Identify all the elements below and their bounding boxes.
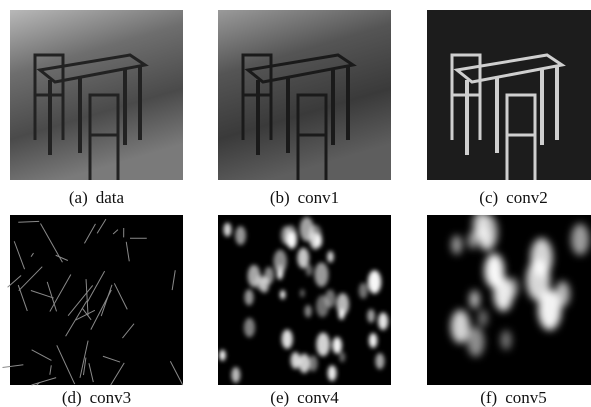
activation [244, 289, 253, 305]
activation [467, 327, 484, 357]
activation [274, 250, 287, 273]
figure-panel: (e) conv4 [218, 215, 391, 407]
panel-caption: (a) data [69, 188, 125, 207]
activation [231, 367, 240, 383]
activation [368, 270, 381, 293]
caption-label: (a) [69, 188, 88, 207]
panel-caption: (e) conv4 [270, 388, 339, 407]
activation [555, 281, 570, 307]
image-background [10, 215, 183, 385]
activation [531, 238, 553, 277]
caption-label: (e) [270, 388, 289, 407]
activation [369, 333, 377, 348]
activation [328, 365, 337, 381]
activation [571, 224, 589, 256]
activation [336, 293, 349, 315]
activation [281, 226, 292, 245]
activation [367, 309, 375, 323]
caption-name: data [96, 188, 125, 207]
activation [314, 262, 328, 287]
panel-caption: (f) conv5 [480, 388, 547, 407]
activation [282, 329, 293, 348]
activation [277, 270, 282, 279]
activation [255, 275, 264, 290]
activation [332, 337, 342, 354]
activation [310, 232, 320, 250]
activation [378, 313, 388, 331]
figure-panel: (a) data [10, 10, 183, 207]
activation [291, 352, 301, 369]
caption-name: conv2 [506, 188, 548, 207]
activation [478, 310, 488, 327]
activation [375, 353, 384, 369]
activation [219, 350, 225, 361]
activation [280, 290, 285, 299]
activation [507, 278, 518, 298]
caption-label: (b) [270, 188, 290, 207]
caption-name: conv3 [90, 388, 132, 407]
activation [477, 214, 498, 251]
activation [316, 332, 330, 356]
caption-name: conv5 [505, 388, 547, 407]
activation [244, 318, 255, 337]
figure: (a)data(b)conv1(c)conv2(d)conv3(e)conv4(… [0, 0, 591, 407]
activation [300, 289, 305, 297]
activation [451, 235, 462, 254]
activation [305, 305, 312, 317]
activation [309, 355, 318, 371]
activation [297, 248, 309, 269]
page: (a)data(b)conv1(c)conv2(d)conv3(e)conv4(… [0, 0, 591, 407]
activation [339, 352, 345, 363]
caption-name: conv1 [298, 188, 340, 207]
caption-label: (f) [480, 388, 497, 407]
activation [359, 283, 368, 299]
activation [500, 330, 511, 350]
figure-panel: (b) conv1 [218, 10, 391, 207]
figure-panel: (f) conv5 [427, 211, 591, 407]
figure-panel: (d) conv3 [2, 215, 183, 407]
activation [469, 290, 480, 308]
activation [299, 354, 310, 374]
caption-name: conv4 [297, 388, 339, 407]
activation [325, 290, 335, 308]
caption-label: (c) [479, 188, 498, 207]
panel-caption: (d) conv3 [62, 388, 131, 407]
activation [223, 223, 231, 237]
activation [327, 251, 334, 262]
activation [451, 310, 470, 343]
figure-panel: (c) conv2 [427, 10, 591, 207]
activation [235, 226, 246, 245]
panel-caption: (b) conv1 [270, 188, 339, 207]
activation [264, 267, 274, 284]
caption-label: (d) [62, 388, 82, 407]
panel-caption: (c) conv2 [479, 188, 547, 207]
